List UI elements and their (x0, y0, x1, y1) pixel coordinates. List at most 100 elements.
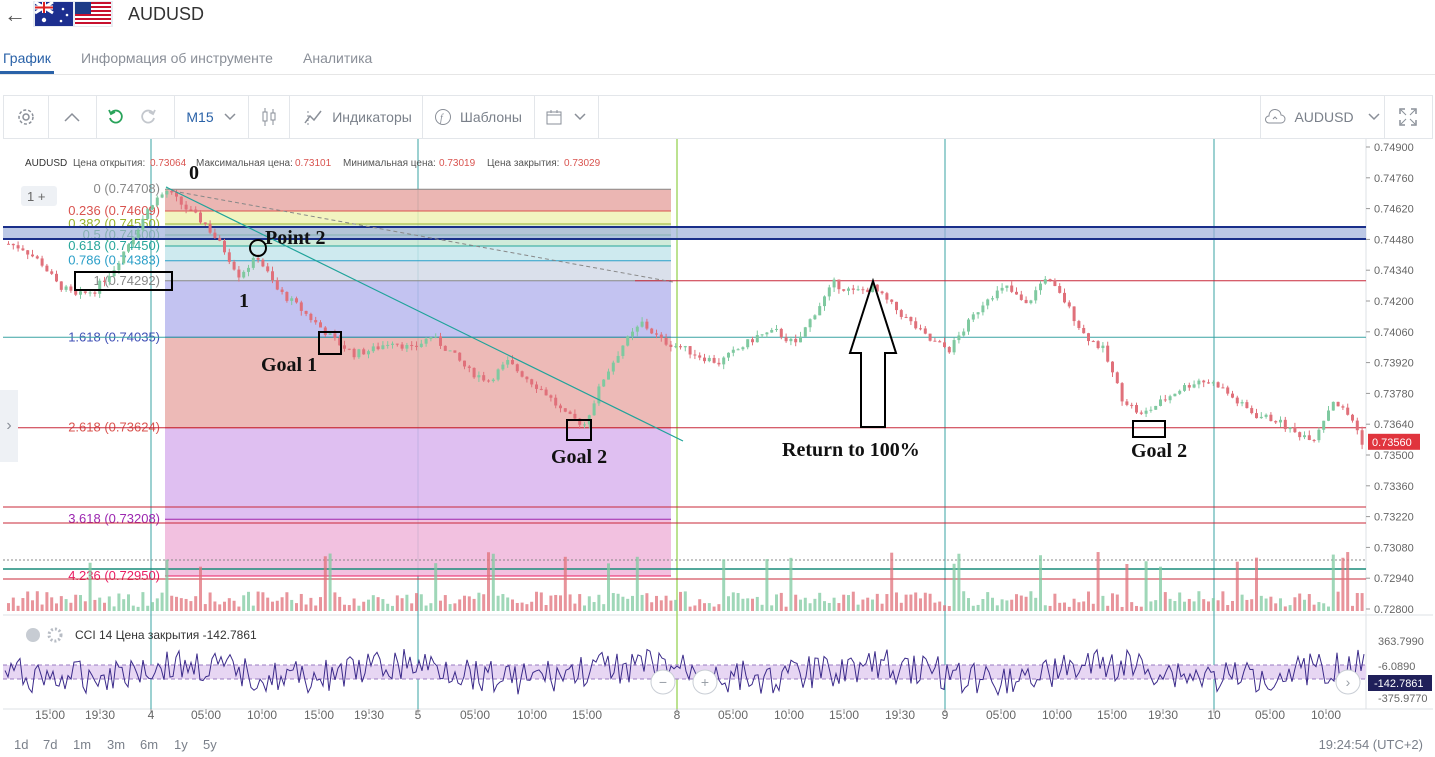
fibonacci-retracement: 0 (0.74708)0.236 (0.74609)0.382 (0.74550… (68, 181, 671, 583)
candle-body (563, 408, 567, 412)
symbol-compare-select[interactable]: AUDUSD (1262, 96, 1382, 138)
fib-zone (165, 246, 671, 261)
tab-analytics[interactable]: Аналитика (303, 50, 373, 66)
volume-bar (415, 593, 418, 611)
candle-body (107, 276, 111, 282)
volume-bar (573, 603, 577, 611)
volume-bar (1231, 600, 1234, 611)
volume-bar (1019, 595, 1023, 611)
candle-body (1039, 283, 1042, 291)
candle-body (899, 310, 903, 317)
candle-body (1144, 410, 1148, 414)
side-panel-toggle-icon[interactable]: › (0, 390, 18, 462)
range-5y[interactable]: 5y (203, 737, 217, 752)
candle-body (237, 269, 241, 278)
volume-bar (554, 594, 558, 611)
candle-body (405, 344, 409, 349)
price-tick-label: 0.73080 (1374, 542, 1414, 554)
candlestick-type-icon[interactable] (249, 96, 289, 138)
cci-value-label: -142.7861 (1374, 678, 1424, 690)
volume-bar (698, 599, 702, 611)
fib-level-label: 0 (0.74708) (94, 181, 161, 196)
bottom-bar: 1d 7d 1m 3m 6m 1y 5y 19:24:54 (UTC+2) (0, 731, 1435, 757)
candle-body (746, 339, 750, 348)
tab-instrument-info[interactable]: Информация об инструменте (81, 50, 273, 66)
templates-button[interactable]: f Шаблоны (428, 96, 528, 138)
candle-body (1091, 341, 1095, 343)
candle-body (1115, 372, 1119, 384)
candle-body (1087, 333, 1090, 342)
candle-body (1067, 302, 1071, 307)
fib-zone (165, 519, 671, 576)
volume-bar (343, 604, 346, 611)
candle-body (607, 371, 610, 380)
price-tick-label: 0.74480 (1374, 234, 1414, 246)
redo-icon[interactable] (134, 96, 162, 138)
timeframe-select[interactable]: M15 (176, 96, 246, 138)
candle-body (165, 191, 169, 195)
candle-body (583, 424, 586, 426)
volume-bar (664, 595, 668, 611)
volume-bar (247, 591, 250, 611)
candle-body (1082, 327, 1086, 334)
candle-body (554, 397, 558, 406)
volume-bar (319, 597, 322, 611)
volume-bar (760, 604, 764, 611)
volume-bar (1130, 602, 1134, 611)
candle-body (208, 223, 212, 233)
volume-bar (981, 599, 985, 611)
volume-bar (189, 601, 193, 611)
volume-bar (1312, 604, 1316, 611)
fib-zone (165, 280, 671, 338)
candle-body (16, 245, 20, 249)
candle-body (26, 250, 30, 255)
volume-bar (832, 597, 836, 611)
current-price-label: 0.73560 (1372, 437, 1412, 449)
candle-body (904, 316, 908, 318)
range-7d[interactable]: 7d (43, 737, 58, 752)
volume-bar (746, 598, 750, 611)
fib-zone (165, 427, 671, 520)
candle-body (35, 256, 39, 259)
zoom-in-icon[interactable]: + (692, 669, 718, 695)
volume-bar (549, 595, 553, 611)
volume-bar (1106, 605, 1110, 611)
scroll-right-icon[interactable]: › (1335, 669, 1361, 695)
candle-body (275, 280, 279, 290)
volume-bar (1043, 605, 1047, 611)
range-1y[interactable]: 1y (174, 737, 188, 752)
volume-bar (1135, 605, 1138, 611)
time-tick-label: 15:00 (1097, 708, 1127, 722)
back-arrow-icon[interactable]: ← (4, 2, 26, 27)
price-chart[interactable]: 0 (0.74708)0.236 (0.74609)0.382 (0.74550… (3, 139, 1433, 729)
tab-chart[interactable]: График (3, 50, 51, 66)
volume-bar (59, 596, 63, 611)
indicators-button[interactable]: Индикаторы (296, 96, 420, 138)
range-6m[interactable]: 6m (140, 737, 159, 752)
volume-bar (487, 552, 490, 611)
volume-bar (271, 601, 274, 611)
candle-body (448, 350, 452, 352)
volume-bar (261, 592, 265, 611)
range-1m[interactable]: 1m (73, 737, 92, 752)
candle-body (827, 287, 831, 297)
legend-item: Цена открытия: (73, 158, 145, 169)
candle-body (914, 321, 918, 329)
range-1d[interactable]: 1d (14, 737, 29, 752)
price-tick-label: 0.72800 (1374, 604, 1414, 616)
volume-bar (1063, 602, 1066, 611)
time-tick-label: 15:00 (572, 708, 602, 722)
undo-icon[interactable] (102, 96, 130, 138)
volume-bar (1183, 601, 1186, 611)
zoom-out-icon[interactable]: − (650, 669, 676, 695)
volume-bar (736, 593, 740, 611)
range-3m[interactable]: 3m (107, 737, 126, 752)
candle-body (741, 347, 745, 350)
candle-body (496, 369, 500, 380)
fullscreen-expand-icon[interactable] (1386, 96, 1430, 138)
volume-bar (1274, 603, 1278, 611)
candle-body (731, 349, 735, 353)
settings-gear-icon[interactable] (4, 96, 48, 138)
calendar-select[interactable] (536, 96, 596, 138)
collapse-chevron-up-icon[interactable] (48, 96, 96, 138)
